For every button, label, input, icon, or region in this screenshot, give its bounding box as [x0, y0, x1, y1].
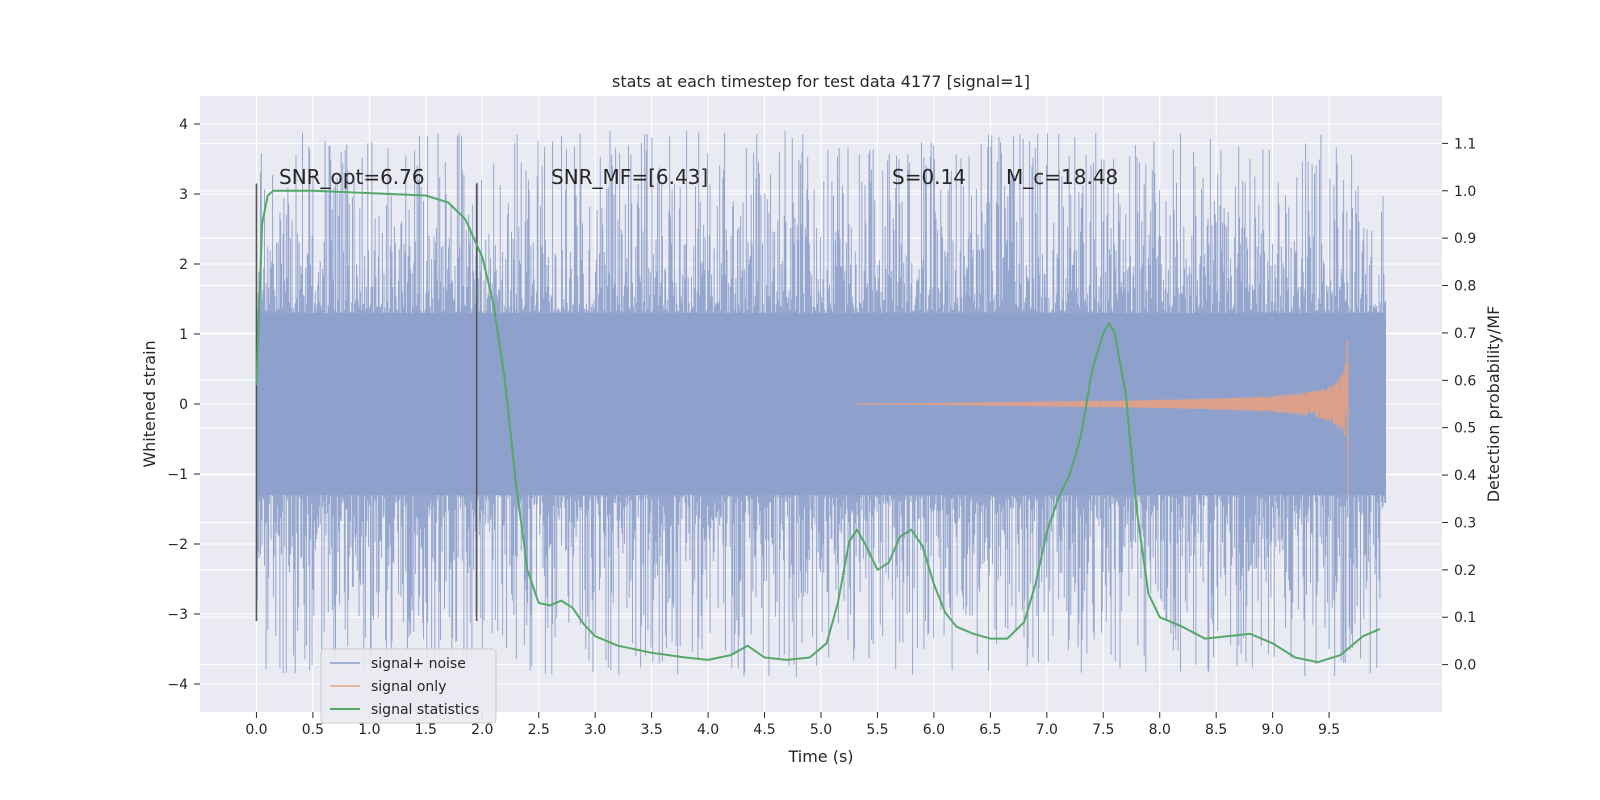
annotations: SNR_opt=6.76 SNR_MF=[6.43] S=0.14 M_c=18…	[279, 165, 1118, 189]
x-tick-label: 3.5	[641, 722, 663, 738]
signal-statistics-series	[255, 189, 1381, 664]
stats-line	[255, 189, 1381, 664]
x-axis-ticks: 0.0 0.5 1.0 1.5 2.0 2.5 3.0 3.5 4.0 4.5 5.0 5.5 6.0 6…	[245, 712, 1340, 738]
x-tick-label: 6.5	[979, 722, 1001, 738]
x-tick-label: 9.5	[1318, 722, 1340, 738]
y2-tick-label: 1.1	[1454, 136, 1476, 152]
x-tick-label: 4.5	[753, 722, 775, 738]
annotation-snr-mf: SNR_MF=[6.43]	[551, 165, 708, 189]
legend-label-signal: signal only	[371, 679, 446, 695]
x-tick-label: 7.5	[1092, 722, 1114, 738]
y-tick-label: −1	[167, 467, 188, 483]
y2-axis-ticks: 0.0 0.1 0.2 0.3 0.4 0.5 0.6 0.7 0.8 0.9 1.0 1.1	[1442, 136, 1476, 674]
chirp-line	[854, 339, 1349, 497]
annotation-s: S=0.14	[892, 165, 966, 189]
x-tick-label: 3.0	[584, 722, 606, 738]
y-tick-label: 0	[179, 397, 188, 413]
y2-tick-label: 0.0	[1454, 658, 1476, 674]
x-tick-label: 9.0	[1262, 722, 1284, 738]
y2-tick-label: 0.7	[1454, 326, 1476, 342]
x-tick-label: 7.0	[1036, 722, 1058, 738]
annotation-snr-opt: SNR_opt=6.76	[279, 165, 425, 189]
legend: signal+ noise signal only signal statist…	[320, 648, 497, 724]
y-tick-label: 4	[179, 117, 188, 133]
y-tick-label: −3	[167, 607, 188, 623]
x-tick-label: 4.0	[697, 722, 719, 738]
y-tick-label: 1	[179, 327, 188, 343]
legend-label-stats: signal statistics	[371, 702, 479, 718]
y-tick-label: 2	[179, 257, 188, 273]
y-tick-label: −4	[167, 677, 188, 693]
legend-label-noise: signal+ noise	[371, 656, 466, 672]
annotation-mc: M_c=18.48	[1006, 165, 1118, 189]
x-tick-label: 0.5	[302, 722, 324, 738]
y2-tick-label: 0.6	[1454, 373, 1476, 389]
y-tick-label: −2	[167, 537, 188, 553]
y-axis-label: Whitened strain	[140, 340, 159, 467]
chart-title: stats at each timestep for test data 417…	[612, 72, 1030, 91]
y2-tick-label: 0.4	[1454, 468, 1476, 484]
window-markers	[255, 183, 478, 621]
x-axis-label: Time (s)	[787, 747, 853, 766]
y2-axis-label: Detection probability/MF	[1484, 306, 1503, 503]
x-tick-label: 5.0	[810, 722, 832, 738]
x-tick-label: 1.5	[415, 722, 437, 738]
y2-tick-label: 0.5	[1454, 421, 1476, 437]
y2-tick-label: 0.1	[1454, 610, 1476, 626]
signal-only-series	[854, 339, 1349, 497]
x-tick-label: 5.5	[866, 722, 888, 738]
x-tick-label: 2.0	[471, 722, 493, 738]
y-axis-ticks: −4 −3 −2 −1 0 1 2 3 4	[167, 117, 200, 693]
y2-tick-label: 0.3	[1454, 515, 1476, 531]
x-tick-label: 1.0	[358, 722, 380, 738]
x-tick-label: 2.5	[528, 722, 550, 738]
y2-tick-label: 1.0	[1454, 184, 1476, 200]
x-tick-label: 0.0	[245, 722, 267, 738]
y-tick-label: 3	[179, 187, 188, 203]
y2-tick-label: 0.2	[1454, 563, 1476, 579]
x-tick-label: 8.0	[1149, 722, 1171, 738]
x-tick-label: 6.0	[923, 722, 945, 738]
y2-tick-label: 0.8	[1454, 279, 1476, 295]
legend-box	[320, 648, 497, 724]
x-tick-label: 8.5	[1205, 722, 1227, 738]
y2-tick-label: 0.9	[1454, 231, 1476, 247]
